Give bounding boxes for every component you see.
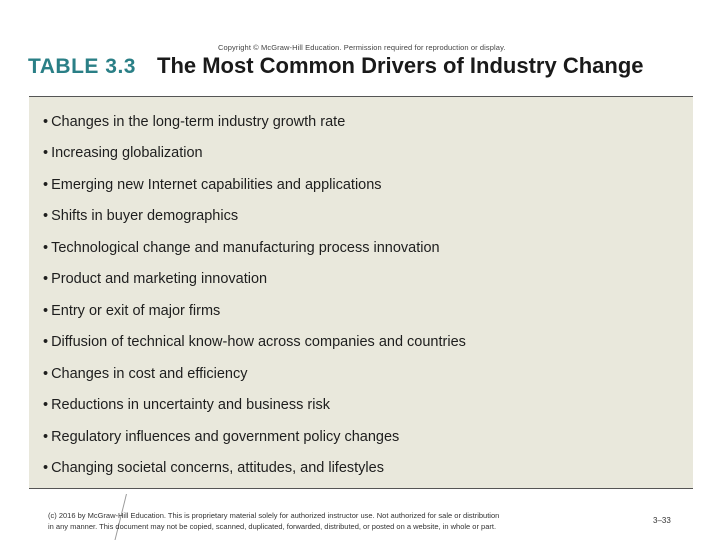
list-item: • Increasing globalization — [43, 144, 203, 162]
bullet-icon: • — [43, 460, 49, 476]
list-item-text: Reductions in uncertainty and business r… — [51, 397, 330, 413]
table-title: The Most Common Drivers of Industry Chan… — [157, 53, 644, 78]
list-item-text: Technological change and manufacturing p… — [51, 240, 440, 256]
bullet-icon: • — [43, 177, 49, 193]
bullet-icon: • — [43, 208, 49, 224]
list-item: • Product and marketing innovation — [43, 270, 267, 288]
slide-number: 3–33 — [653, 516, 671, 525]
footer-line-1: (c) 2016 by McGraw-Hill Education. This … — [48, 511, 500, 520]
bullet-icon: • — [43, 303, 49, 319]
drivers-panel: • Changes in the long-term industry growt… — [29, 96, 693, 489]
bullet-icon: • — [43, 334, 49, 350]
bullet-icon: • — [43, 397, 49, 413]
bullet-icon: • — [43, 366, 49, 382]
list-item-text: Increasing globalization — [51, 145, 203, 161]
list-item: • Reductions in uncertainty and business … — [43, 396, 330, 414]
list-item-text: Entry or exit of major firms — [51, 303, 221, 319]
footer-line-2: in any manner. This document may not be … — [48, 522, 497, 531]
list-item-text: Changing societal concerns, attitudes, a… — [51, 460, 384, 476]
list-item-text: Product and marketing innovation — [51, 271, 268, 287]
bullet-icon: • — [43, 429, 49, 445]
list-item: • Technological change and manufacturing … — [43, 239, 440, 257]
footer-disclaimer: (c) 2016 by McGraw-Hill Education. This … — [48, 510, 588, 532]
list-item: • Changing societal concerns, attitudes, … — [43, 459, 384, 477]
bullet-icon: • — [43, 145, 49, 161]
bullet-icon: • — [43, 271, 49, 287]
list-item-text: Emerging new Internet capabilities and a… — [51, 177, 382, 193]
list-item-text: Shifts in buyer demographics — [51, 208, 239, 224]
list-item-text: Regulatory influences and government pol… — [51, 429, 400, 445]
list-item-text: Changes in cost and efficiency — [51, 366, 248, 382]
copyright-notice: Copyright © McGraw-Hill Education. Permi… — [218, 43, 506, 52]
list-item: • Diffusion of technical know-how across … — [43, 333, 466, 351]
list-item: • Emerging new Internet capabilities and … — [43, 176, 382, 194]
list-item: • Shifts in buyer demographics — [43, 207, 238, 225]
list-item: • Changes in the long-term industry growt… — [43, 113, 345, 131]
table-label: TABLE 3.3 — [28, 55, 136, 78]
list-item-text: Changes in the long-term industry growth… — [51, 114, 346, 130]
list-item: • Changes in cost and efficiency — [43, 365, 248, 383]
bullet-icon: • — [43, 240, 49, 256]
list-item: • Entry or exit of major firms — [43, 302, 220, 320]
list-item: • Regulatory influences and government po… — [43, 428, 399, 446]
bullet-icon: • — [43, 114, 49, 130]
list-item-text: Diffusion of technical know-how across c… — [51, 334, 466, 350]
